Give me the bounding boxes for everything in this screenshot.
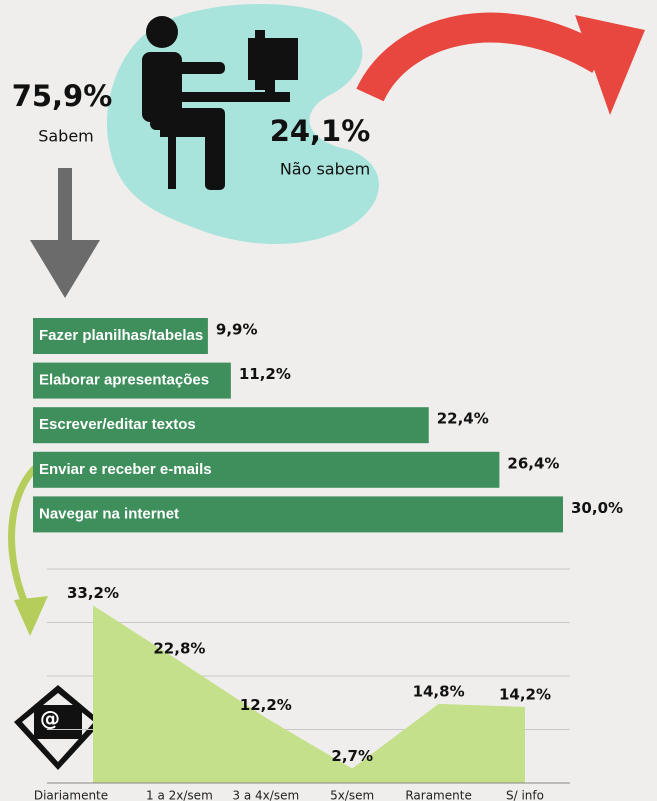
- stat-value: 24,1%: [270, 114, 371, 148]
- value-label: 22,8%: [153, 640, 205, 658]
- value-label: 2,7%: [331, 747, 373, 765]
- value-label: 14,8%: [413, 682, 465, 700]
- x-tick-label: Raramente: [405, 789, 471, 801]
- bar-label: Navegar na internet: [39, 505, 179, 522]
- bar-label: Escrever/editar textos: [39, 416, 196, 433]
- bar-label: Elaborar apresentações: [39, 372, 209, 389]
- x-tick-label: S/ info: [506, 789, 544, 801]
- x-tick-label: 1 a 2x/sem: [146, 789, 213, 801]
- bar-label: Enviar e receber e-mails: [39, 461, 212, 478]
- value-label: 9,9%: [216, 321, 258, 339]
- value-label: 22,4%: [437, 410, 489, 428]
- infographic: 75,9% Sabem 24,1% Não sabem @ Fazer plan…: [0, 0, 657, 801]
- x-tick-label: 5x/sem: [330, 789, 374, 801]
- value-label: 12,2%: [240, 696, 292, 714]
- value-label: 11,2%: [239, 365, 291, 383]
- value-label: 30,0%: [571, 499, 623, 517]
- svg-text:@: @: [40, 707, 60, 731]
- x-tick-label: Diariamente: [34, 789, 108, 801]
- x-tick-label: 3 a 4x/sem: [232, 789, 299, 801]
- stat-value: 75,9%: [12, 79, 113, 113]
- stat-label: Não sabem: [280, 160, 370, 179]
- value-label: 33,2%: [67, 584, 119, 602]
- value-label: 26,4%: [507, 454, 559, 472]
- bar-label: Fazer planilhas/tabelas: [39, 327, 203, 344]
- value-label: 14,2%: [499, 686, 551, 704]
- stat-label: Sabem: [38, 127, 94, 146]
